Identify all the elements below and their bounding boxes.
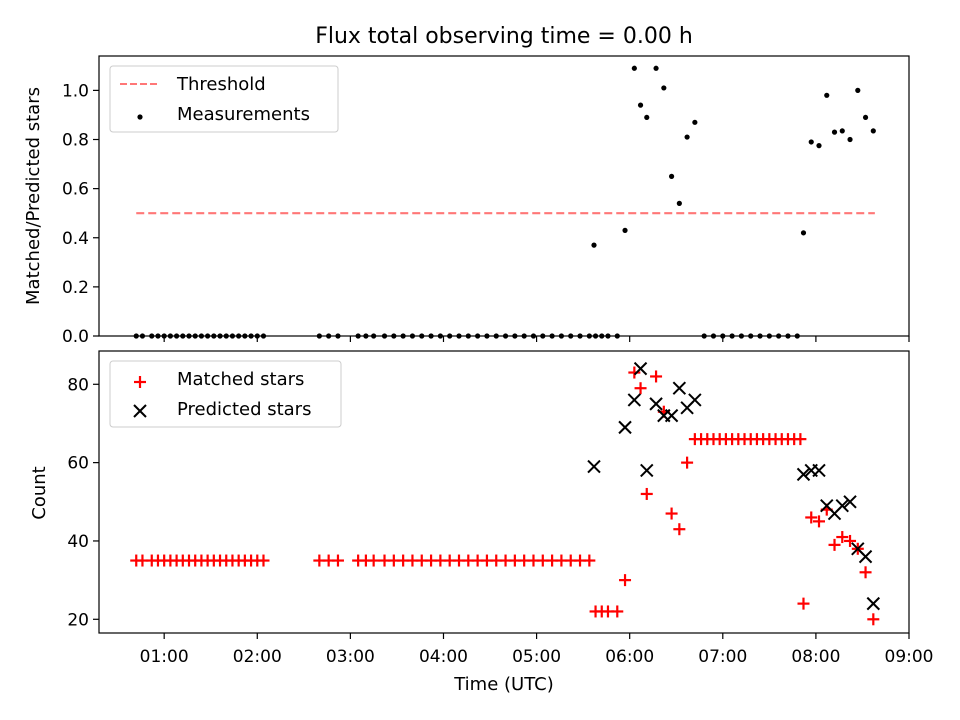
data-point: [331, 554, 344, 567]
data-point: [587, 459, 601, 474]
data-point: [633, 361, 648, 376]
y-tick-label: 0.0: [62, 327, 89, 347]
data-point: [824, 92, 830, 98]
legend-threshold-label: Threshold: [176, 74, 266, 95]
data-point: [668, 173, 675, 179]
data-point: [644, 114, 650, 121]
data-point: [808, 139, 814, 145]
data-point: [681, 456, 694, 469]
x-tick-label: 05:00: [512, 647, 561, 667]
x-tick-label: 09:00: [885, 647, 934, 667]
top-panel: 0.0 0.2 0.4 0.6 0.8 1.0 Matched/Predicted sta…: [23, 55, 910, 347]
data-point: [684, 134, 690, 140]
data-point: [688, 393, 702, 407]
legend-predicted-swatch: [133, 404, 147, 418]
x-tick-label: 01:00: [140, 647, 189, 667]
data-point: [634, 382, 647, 395]
data-point: [847, 136, 853, 143]
data-point: [628, 366, 641, 379]
data-point: [257, 554, 270, 567]
data-point: [839, 128, 845, 134]
data-point: [831, 129, 838, 135]
x-tick-label: 04:00: [419, 647, 468, 667]
data-point: [797, 597, 810, 610]
data-point: [866, 596, 881, 611]
legend-measurements-swatch: [137, 114, 143, 120]
y-tick-label: 0.8: [62, 131, 89, 151]
data-point: [631, 65, 637, 71]
bottom-y-axis-label: Count: [29, 466, 50, 519]
y-tick-label: 40: [67, 532, 89, 552]
data-point: [673, 523, 686, 536]
top-y-axis-label: Matched/Predicted stars: [23, 87, 44, 305]
y-tick-label: 0.4: [62, 229, 89, 249]
series-predicted-stars: [587, 361, 881, 611]
x-tick-label: 03:00: [326, 647, 375, 667]
data-point: [692, 119, 698, 125]
data-point: [650, 370, 663, 383]
data-point: [583, 554, 596, 567]
data-point: [858, 549, 873, 564]
data-point: [835, 499, 849, 513]
data-point: [794, 433, 807, 446]
bottom-panel-frame: [98, 350, 910, 634]
legend-predicted-label: Predicted stars: [177, 399, 311, 420]
legend-measurements-label: Measurements: [177, 104, 310, 125]
y-tick-label: 1.0: [62, 81, 89, 101]
data-point: [653, 65, 659, 71]
data-point: [805, 511, 818, 524]
data-point: [812, 463, 826, 478]
legend-matched-label: Matched stars: [177, 369, 304, 390]
x-tick-label: 02:00: [233, 647, 282, 667]
data-point: [859, 566, 872, 579]
data-point: [622, 227, 628, 233]
data-point: [813, 515, 825, 528]
data-point: [672, 381, 687, 395]
y-tick-label: 80: [67, 375, 89, 395]
series-matched-stars: [130, 366, 880, 626]
data-point: [627, 393, 642, 407]
data-point: [828, 538, 841, 551]
data-point: [844, 534, 857, 547]
data-point: [867, 613, 880, 626]
x-tick-label: 08:00: [791, 647, 840, 667]
data-point: [618, 420, 632, 435]
data-point: [800, 230, 807, 236]
data-point: [591, 242, 597, 248]
data-point: [611, 605, 624, 618]
data-point: [619, 574, 632, 587]
data-point: [649, 397, 663, 411]
data-point: [676, 200, 682, 206]
x-tick-label: 06:00: [605, 647, 654, 667]
x-tick-label: 07:00: [698, 647, 747, 667]
bottom-legend: Matched stars Predicted stars: [109, 360, 342, 428]
data-point: [870, 128, 876, 134]
x-axis-label: Time (UTC): [453, 674, 554, 695]
chart-title: Flux total observing time = 0.00 h: [315, 24, 693, 49]
top-panel-frame: [98, 55, 910, 337]
y-tick-label: 0.2: [62, 278, 89, 298]
data-point: [665, 507, 678, 520]
data-point: [836, 531, 849, 544]
y-tick-label: 20: [67, 610, 89, 630]
data-point: [640, 463, 654, 478]
data-point: [661, 85, 667, 91]
data-point: [637, 102, 644, 108]
bottom-panel: 20 40 60 80 01:00 02:00 03:00 04:00 05:00 06:00 0…: [29, 350, 934, 695]
y-tick-label: 60: [67, 454, 89, 474]
data-point: [796, 467, 811, 482]
y-tick-label: 0.6: [62, 180, 89, 200]
data-point: [855, 87, 861, 93]
top-legend: Threshold Measurements: [109, 65, 339, 133]
data-point: [862, 114, 869, 121]
data-point: [843, 495, 857, 509]
data-point: [640, 487, 653, 500]
data-point: [664, 408, 679, 423]
data-point: [816, 143, 822, 149]
data-point: [367, 554, 380, 567]
legend-matched-swatch: [134, 376, 146, 388]
